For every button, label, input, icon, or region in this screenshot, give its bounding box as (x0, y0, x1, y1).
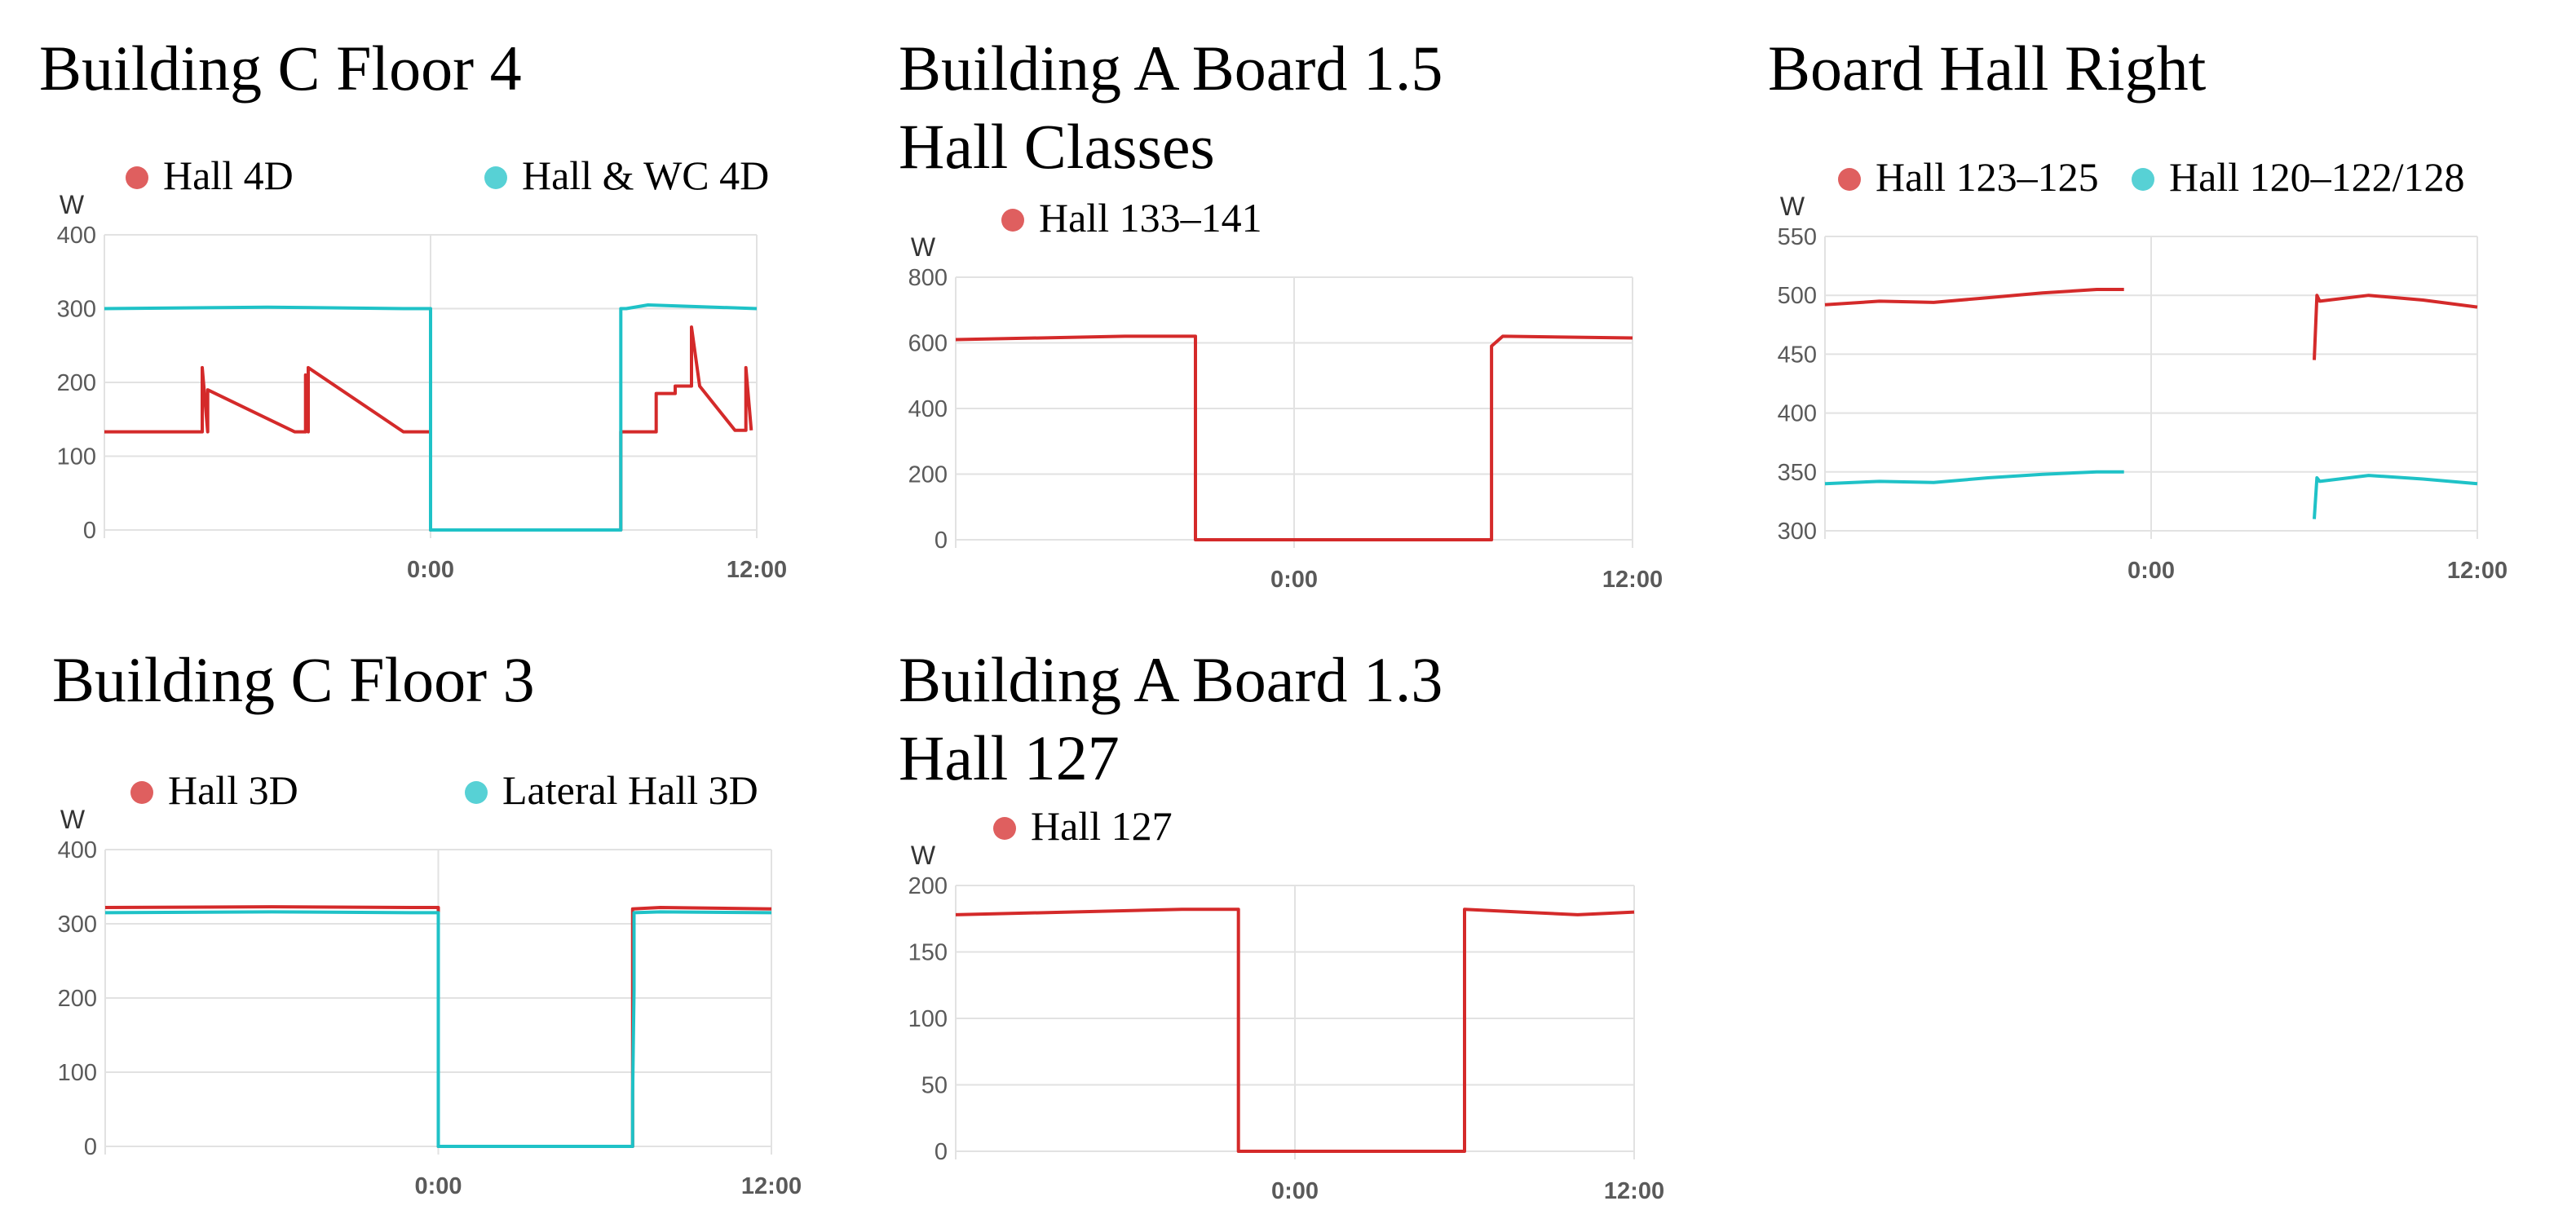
y-tick-label: 600 (908, 331, 948, 357)
line-chart: 200 150 100 50 0 0:00 12:00 W Hall 127 (908, 803, 1664, 1204)
line-chart: 400 300 200 100 0 0:00 12:00 W Hall 4D Hall & WC … (57, 152, 787, 583)
y-tick-label: 300 (1778, 519, 1817, 545)
x-tick-label: 0:00 (2128, 558, 2175, 584)
y-tick-label: 300 (57, 297, 96, 323)
y-tick-label: 400 (57, 223, 96, 249)
legend-label: Hall 120–122/128 (2169, 154, 2464, 200)
series-line (104, 325, 753, 532)
x-tick-label: 12:00 (2447, 558, 2508, 584)
x-tick-label: 0:00 (407, 557, 454, 583)
y-tick-label: 200 (57, 370, 96, 396)
chart-title: Building A Board 1.5 Hall Classes (899, 33, 1443, 182)
y-tick-label: 150 (908, 940, 948, 966)
chart-panel: Building C Floor 3 400 300 200 100 0 0:00 12:0… (52, 641, 851, 1212)
y-tick-label: 100 (58, 1060, 97, 1086)
y-tick-label: 100 (908, 1006, 948, 1032)
legend-marker (130, 781, 153, 804)
x-tick-label: 12:00 (727, 557, 787, 583)
y-tick-label: 400 (908, 396, 948, 422)
x-tick-label: 12:00 (1602, 567, 1663, 593)
chart-title: Board Hall Right (1768, 33, 2207, 104)
chart-panel: Board Hall Right 550 500 450 400 350 300 0:00 1… (1768, 29, 2551, 592)
y-tick-label: 200 (58, 986, 97, 1012)
y-tick-label: 50 (921, 1073, 948, 1099)
y-tick-label: 0 (83, 518, 96, 544)
legend-marker (1838, 168, 1861, 191)
y-tick-label: 200 (908, 873, 948, 899)
legend-marker (2132, 168, 2154, 191)
y-tick-label: 200 (908, 462, 948, 488)
legend-marker (465, 781, 488, 804)
line-chart: 800 600 400 200 0 0:00 12:00 W Hall 133–141 (908, 195, 1663, 593)
y-tick-label: 450 (1778, 342, 1817, 368)
x-tick-label: 0:00 (1270, 567, 1318, 593)
series-line (104, 910, 772, 1148)
series-line (2313, 294, 2478, 360)
legend-label: Hall & WC 4D (522, 152, 769, 198)
y-tick-label: 400 (58, 837, 97, 863)
x-tick-label: 0:00 (1271, 1178, 1319, 1204)
y-tick-label: 350 (1778, 460, 1817, 486)
series-line (2313, 474, 2478, 519)
y-axis-unit: W (60, 190, 85, 219)
series-line (1824, 470, 2124, 486)
line-chart: 400 300 200 100 0 0:00 12:00 W Hall 3D Lateral Ha… (58, 767, 802, 1199)
x-tick-label: 12:00 (1604, 1178, 1664, 1204)
y-tick-label: 800 (908, 265, 948, 291)
y-axis-unit: W (911, 232, 936, 262)
legend-label: Hall 133–141 (1039, 195, 1262, 241)
legend-label: Hall 4D (163, 152, 294, 198)
series-line (955, 907, 1635, 1153)
y-tick-label: 0 (935, 1139, 948, 1165)
chart-panel: Building C Floor 4 400 300 200 100 0 0:00 12:0… (39, 29, 838, 583)
y-axis-unit: W (60, 805, 86, 834)
legend-label: Lateral Hall 3D (502, 767, 758, 813)
legend-marker (484, 166, 507, 189)
chart-panel: Building A Board 1.3 Hall 127 200 150 100 5… (899, 641, 1681, 1212)
series-line (104, 303, 758, 532)
x-tick-label: 0:00 (414, 1173, 462, 1199)
y-tick-label: 100 (57, 444, 96, 470)
x-tick-label: 12:00 (741, 1173, 802, 1199)
y-axis-unit: W (911, 841, 936, 870)
y-axis-unit: W (1780, 192, 1805, 221)
chart-title: Building A Board 1.3 Hall 127 (899, 644, 1443, 793)
line-chart: 550 500 450 400 350 300 0:00 12:00 W Hall 123–125… (1778, 154, 2508, 584)
y-tick-label: 0 (935, 528, 948, 554)
legend-label: Hall 127 (1031, 803, 1173, 849)
y-tick-label: 300 (58, 912, 97, 938)
y-tick-label: 400 (1778, 401, 1817, 427)
legend-marker (993, 817, 1016, 840)
chart-title: Building C Floor 4 (39, 33, 522, 104)
legend-label: Hall 123–125 (1876, 154, 2099, 200)
y-tick-label: 550 (1778, 224, 1817, 250)
legend-marker (126, 166, 148, 189)
chart-panel: Building A Board 1.5 Hall Classes 800 600… (899, 29, 1681, 593)
series-line (955, 334, 1633, 541)
series-line (1824, 288, 2124, 307)
legend-label: Hall 3D (168, 767, 298, 813)
chart-title: Building C Floor 3 (52, 644, 535, 715)
y-tick-label: 0 (84, 1134, 97, 1160)
legend-marker (1001, 209, 1024, 232)
y-tick-label: 500 (1778, 283, 1817, 309)
